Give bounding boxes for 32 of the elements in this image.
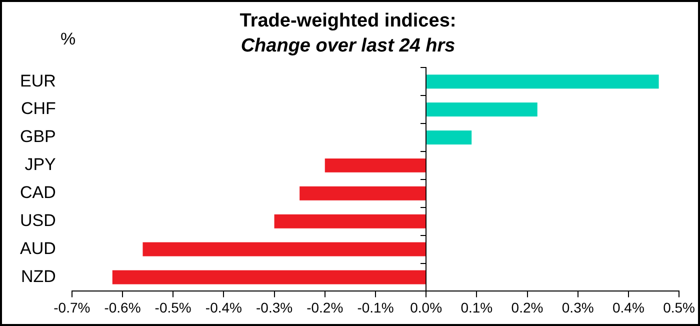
x-tick-label: -0.4% [205, 299, 242, 316]
x-tick-label: -0.6% [104, 299, 141, 316]
bar [426, 74, 659, 89]
y-tick-label: NZD [20, 266, 56, 286]
x-tick-label: -0.1% [357, 299, 394, 316]
y-tick-label: JPY [24, 155, 56, 174]
chart-subtitle: Change over last 24 hrs [240, 35, 456, 56]
x-tick-label: 0.5% [663, 299, 696, 316]
bar [426, 102, 538, 117]
x-tick-label: 0.2% [511, 299, 544, 316]
x-tick-label: 0.4% [612, 299, 644, 316]
x-tick-label: -0.3% [256, 299, 293, 316]
chart-title: Trade-weighted indices: [240, 10, 456, 32]
x-tick-label: 0.3% [562, 299, 594, 316]
x-tick-label: -0.2% [306, 299, 344, 316]
bar [426, 130, 472, 144]
y-tick-label: GBP [20, 127, 56, 146]
y-axis-title: % [60, 30, 76, 49]
y-tick-label: AUD [20, 238, 56, 258]
x-tick-label: 0.1% [460, 299, 493, 316]
bar [300, 186, 426, 200]
y-tick-label: CAD [20, 183, 56, 202]
y-tick-label: CHF [20, 99, 56, 118]
bar [324, 158, 426, 172]
x-tick-label: 0.0% [410, 299, 442, 316]
x-tick-label: -0.7% [54, 299, 90, 316]
bar [274, 214, 426, 228]
y-tick-label: USD [20, 211, 56, 230]
y-tick-label: EUR [20, 71, 56, 90]
x-tick-label: -0.5% [154, 299, 192, 316]
bar [112, 270, 426, 284]
bar [142, 242, 426, 256]
